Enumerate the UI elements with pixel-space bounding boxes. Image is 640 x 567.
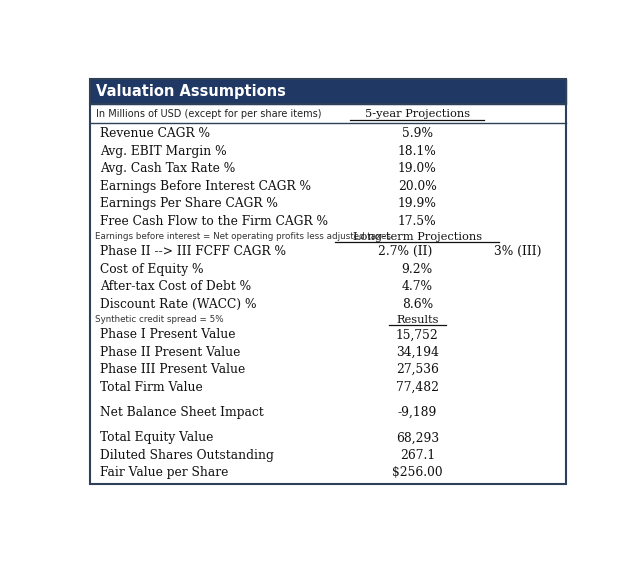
Text: 77,482: 77,482 (396, 380, 439, 393)
Text: 8.6%: 8.6% (402, 298, 433, 311)
Text: Phase II Present Value: Phase II Present Value (100, 346, 240, 359)
Text: Avg. EBIT Margin %: Avg. EBIT Margin % (100, 145, 227, 158)
Text: 17.5%: 17.5% (398, 215, 436, 228)
Text: Cost of Equity %: Cost of Equity % (100, 263, 204, 276)
Text: 4.7%: 4.7% (402, 280, 433, 293)
Text: Valuation Assumptions: Valuation Assumptions (96, 84, 285, 99)
Text: Phase II --> III FCFF CAGR %: Phase II --> III FCFF CAGR % (100, 246, 286, 259)
Text: After-tax Cost of Debt %: After-tax Cost of Debt % (100, 280, 251, 293)
Text: Phase I Present Value: Phase I Present Value (100, 328, 236, 341)
Text: $256.00: $256.00 (392, 466, 443, 479)
Text: Total Equity Value: Total Equity Value (100, 431, 213, 445)
Text: 267.1: 267.1 (400, 449, 435, 462)
Text: Net Balance Sheet Impact: Net Balance Sheet Impact (100, 406, 264, 419)
Text: Phase III Present Value: Phase III Present Value (100, 363, 245, 376)
Text: 15,752: 15,752 (396, 328, 438, 341)
Text: 5-year Projections: 5-year Projections (365, 109, 470, 119)
Text: Avg. Cash Tax Rate %: Avg. Cash Tax Rate % (100, 162, 235, 175)
Text: 19.0%: 19.0% (398, 162, 436, 175)
Text: Earnings before interest = Net operating profits less adjusted taxes: Earnings before interest = Net operating… (95, 232, 391, 241)
Text: Fair Value per Share: Fair Value per Share (100, 466, 228, 479)
Text: 2.7% (II): 2.7% (II) (378, 246, 432, 259)
Text: 34,194: 34,194 (396, 346, 439, 359)
Text: Revenue CAGR %: Revenue CAGR % (100, 128, 210, 141)
Text: Diluted Shares Outstanding: Diluted Shares Outstanding (100, 449, 274, 462)
Text: 5.9%: 5.9% (402, 128, 433, 141)
Text: Results: Results (396, 315, 438, 324)
Text: Synthetic credit spread = 5%: Synthetic credit spread = 5% (95, 315, 223, 324)
Text: 18.1%: 18.1% (398, 145, 436, 158)
Text: -9,189: -9,189 (397, 406, 437, 419)
Bar (90, 79, 566, 104)
Text: Free Cash Flow to the Firm CAGR %: Free Cash Flow to the Firm CAGR % (100, 215, 328, 228)
Text: 9.2%: 9.2% (402, 263, 433, 276)
Text: Earnings Per Share CAGR %: Earnings Per Share CAGR % (100, 197, 278, 210)
Text: Total Firm Value: Total Firm Value (100, 380, 203, 393)
Text: Earnings Before Interest CAGR %: Earnings Before Interest CAGR % (100, 180, 311, 193)
Text: 19.9%: 19.9% (398, 197, 436, 210)
Text: Long-term Projections: Long-term Projections (353, 231, 482, 242)
Text: In Millions of USD (except for per share items): In Millions of USD (except for per share… (96, 109, 321, 119)
Text: Discount Rate (WACC) %: Discount Rate (WACC) % (100, 298, 257, 311)
Text: 20.0%: 20.0% (398, 180, 436, 193)
Text: 27,536: 27,536 (396, 363, 438, 376)
Text: 3% (III): 3% (III) (494, 246, 541, 259)
Text: 68,293: 68,293 (396, 431, 439, 445)
